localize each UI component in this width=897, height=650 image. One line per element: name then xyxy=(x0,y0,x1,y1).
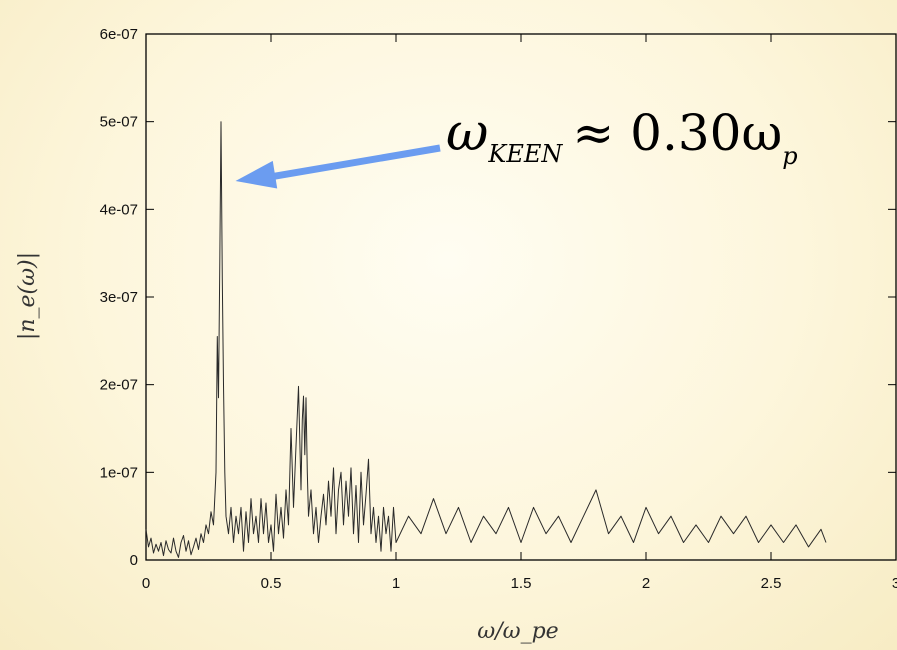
x-tick-label: 0 xyxy=(142,575,150,592)
x-tick-label: 2.5 xyxy=(761,575,782,592)
y-tick-label: 0 xyxy=(130,552,138,569)
y-axis-title: |n_e(ω)| xyxy=(15,252,40,340)
x-axis-title: ω/ω_pe xyxy=(477,619,558,644)
y-tick-label: 6e-07 xyxy=(100,26,138,43)
x-tick-label: 2 xyxy=(642,575,650,592)
annotation-subscript-p: p xyxy=(782,142,797,170)
y-tick-label: 1e-07 xyxy=(100,464,138,481)
annotation-subscript-keen: KEEN xyxy=(487,140,563,168)
plot-area-frame xyxy=(145,33,897,561)
arrow-shaft xyxy=(268,144,441,181)
spectrum-line xyxy=(145,121,827,558)
y-tick-label: 3e-07 xyxy=(100,289,138,306)
annotation-label: ωKEEN ≈ 0.30ωp xyxy=(446,103,798,170)
y-tick-label: 2e-07 xyxy=(100,377,138,394)
y-tick-label: 4e-07 xyxy=(100,201,138,218)
annotation-omega: ω xyxy=(446,103,488,163)
x-tick-label: 1 xyxy=(392,575,400,592)
x-tick-label: 3 xyxy=(892,575,897,592)
x-tick-label: 1.5 xyxy=(511,575,532,592)
annotation-arrow xyxy=(235,144,441,189)
arrow-head xyxy=(235,160,278,189)
y-tick-label: 5e-07 xyxy=(100,114,138,131)
annotation-relation: ≈ 0.30ω xyxy=(572,104,782,162)
x-tick-label: 0.5 xyxy=(261,575,282,592)
